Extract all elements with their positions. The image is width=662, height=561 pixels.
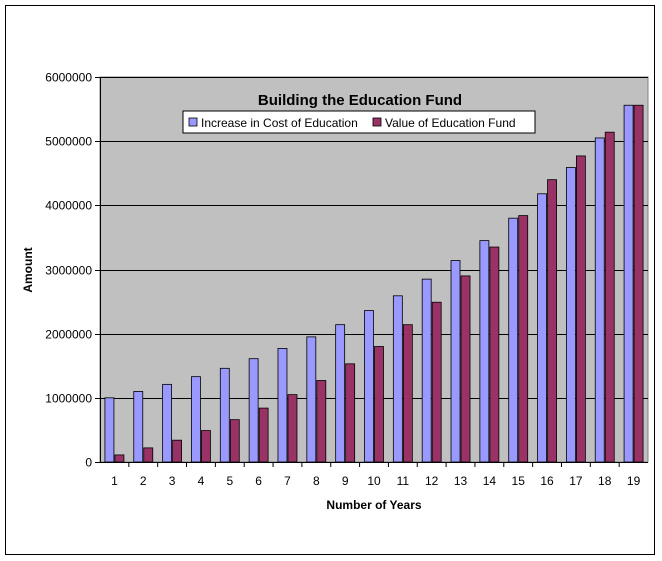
bar-cost — [594, 137, 605, 463]
bar-fund — [402, 324, 413, 463]
bar-fund — [489, 246, 500, 463]
y-tick-label: 1000000 — [45, 392, 92, 406]
bar-fund — [518, 215, 529, 463]
x-tick-label: 7 — [284, 474, 291, 488]
bar-cost — [306, 336, 317, 463]
legend-swatch — [372, 117, 382, 127]
bar-cost — [479, 240, 490, 463]
bar-fund — [316, 380, 327, 463]
legend-box — [182, 110, 536, 134]
x-tick-label: 13 — [454, 474, 468, 488]
bar-fund — [604, 131, 615, 463]
legend-label: Value of Education Fund — [385, 116, 516, 130]
y-axis-title: Amount — [21, 247, 35, 292]
bar-fund — [287, 394, 298, 463]
bar-fund — [258, 407, 269, 463]
plot-area: 0 1000000 2000000 3000000 4000000 5000000 6000… — [45, 71, 649, 488]
y-tick-label: 4000000 — [45, 199, 92, 213]
bar-cost — [191, 376, 201, 463]
x-tick-label: 11 — [397, 474, 410, 488]
bar-cost — [392, 295, 403, 463]
x-tick-label: 4 — [198, 474, 205, 488]
bar-cost — [364, 310, 374, 463]
bar-fund — [547, 179, 557, 463]
bar-cost — [277, 348, 288, 463]
y-tick-label: 3000000 — [45, 264, 92, 278]
bar-cost — [508, 217, 519, 463]
bar-fund — [143, 447, 154, 463]
legend-label: Increase in Cost of Education — [201, 116, 358, 130]
x-tick-label: 14 — [483, 474, 497, 488]
x-tick-label: 9 — [342, 474, 349, 488]
x-tick-label: 16 — [540, 474, 554, 488]
bar-fund — [460, 275, 471, 463]
x-tick-label: 2 — [140, 474, 147, 488]
x-tick-label: 18 — [598, 474, 612, 488]
bar-cost — [335, 324, 346, 463]
x-tick-label: 12 — [425, 474, 439, 488]
bar-cost — [421, 278, 432, 463]
x-tick-label: 1 — [111, 474, 118, 488]
bar-fund — [575, 155, 586, 463]
bar-cost — [537, 193, 547, 463]
bar-fund — [345, 363, 356, 463]
y-tick-label: 6000000 — [45, 71, 92, 85]
x-tick-label: 3 — [169, 474, 176, 488]
bar-fund — [229, 419, 240, 463]
x-tick-label: 10 — [367, 474, 381, 488]
x-tick-label: 15 — [512, 474, 526, 488]
y-tick-label: 2000000 — [45, 328, 92, 342]
x-tick-label: 5 — [226, 474, 233, 488]
chart-title: Building the Education Fund — [258, 92, 462, 109]
bar-cost — [248, 358, 259, 463]
y-tick-label: 5000000 — [45, 135, 92, 149]
bar-cost — [219, 367, 230, 463]
bar-cost — [162, 383, 173, 463]
legend-swatch — [188, 117, 198, 127]
bar-fund — [172, 439, 183, 463]
bar-cost — [133, 391, 144, 463]
bar-cost — [623, 104, 634, 463]
bar-fund — [201, 430, 211, 463]
bar-fund — [374, 346, 384, 463]
bar-fund — [431, 301, 442, 463]
plot-background — [99, 76, 649, 463]
bar-cost — [450, 260, 461, 463]
bar-cost — [104, 397, 115, 463]
bar-fund — [633, 104, 644, 463]
bar-cost — [565, 167, 576, 463]
x-tick-label: 19 — [627, 474, 641, 488]
x-tick-label: 6 — [255, 474, 262, 488]
x-tick-label: 8 — [313, 474, 320, 488]
legend: Increase in Cost of Education Value of Ed… — [182, 110, 536, 134]
y-tick-label: 0 — [85, 456, 92, 470]
x-axis-title: Number of Years — [326, 498, 421, 512]
bar-fund — [114, 454, 125, 463]
x-tick-label: 17 — [569, 474, 583, 488]
